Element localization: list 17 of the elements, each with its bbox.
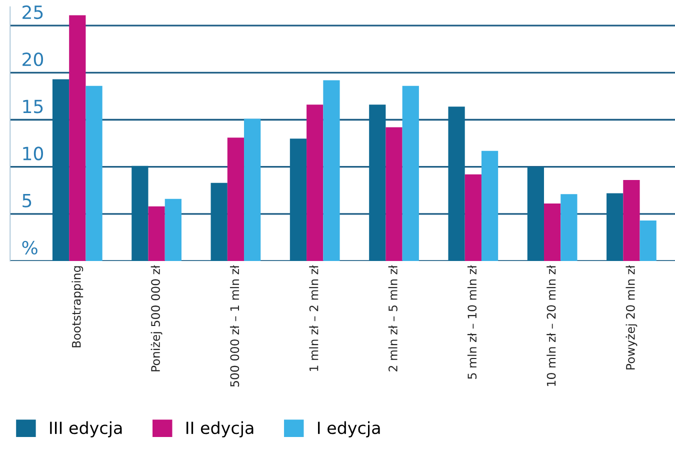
y-tick-label: 25	[22, 5, 43, 20]
legend-label: I edycja	[318, 421, 380, 438]
y-tick-label: 15	[23, 100, 43, 114]
y-tick-label: 20	[22, 52, 44, 66]
x-tick-label: 2 mln zł – 5 mln zł	[388, 265, 398, 372]
y-tick-label: 10	[23, 146, 44, 160]
x-tick-label: 1 mln zł – 2 mln zł	[309, 265, 318, 371]
x-tick-label: 5 mln zł – 10 mln zł	[467, 265, 477, 379]
x-tick-label: 500 000 zł – 1 mln zł	[230, 265, 240, 387]
x-tick-label: Powyżej 20 mln zł	[626, 265, 638, 370]
x-tick-label: Poniżej 500 000 zł	[150, 265, 162, 372]
x-tick-label: 10 mln zł – 20 mln zł	[546, 265, 556, 386]
x-tick-label: Bootstrapping	[72, 266, 84, 348]
y-tick-label: 5	[22, 194, 32, 208]
legend-label: II edycja	[186, 421, 254, 438]
legend-label: III edycja	[50, 421, 122, 438]
y-tick-label: %	[22, 240, 38, 254]
